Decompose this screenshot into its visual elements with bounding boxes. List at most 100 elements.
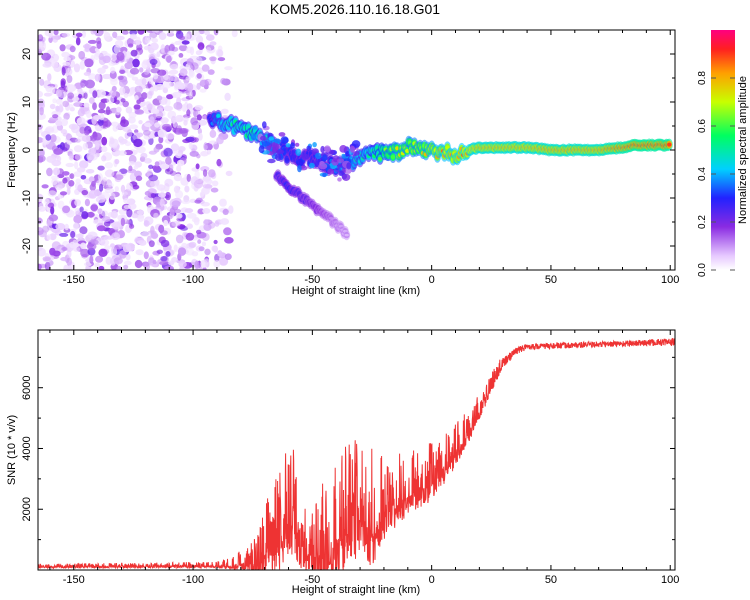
ridge-core bbox=[216, 113, 221, 118]
noise-speck bbox=[53, 148, 63, 155]
noise-speck bbox=[82, 142, 89, 151]
noise-speck bbox=[175, 213, 183, 219]
noise-speck bbox=[156, 51, 161, 58]
noise-speck bbox=[44, 198, 50, 205]
noise-speck bbox=[61, 32, 71, 38]
noise-speck bbox=[127, 129, 133, 138]
noise-speck bbox=[195, 50, 202, 56]
noise-speck bbox=[206, 47, 212, 53]
noise-speck bbox=[175, 152, 182, 159]
noise-speck bbox=[201, 64, 210, 72]
noise-speck bbox=[143, 251, 149, 260]
noise-speck bbox=[90, 147, 97, 154]
noise-speck bbox=[97, 173, 103, 182]
noise-speck bbox=[202, 267, 207, 270]
noise-speck bbox=[66, 75, 73, 83]
noise-speck bbox=[173, 185, 180, 194]
ridge-blob bbox=[315, 152, 322, 159]
noise-speck bbox=[119, 69, 126, 74]
noise-speck bbox=[127, 116, 136, 124]
noise-speck bbox=[144, 157, 150, 164]
noise-speck bbox=[82, 44, 92, 49]
noise-speck bbox=[191, 217, 200, 223]
noise-speck bbox=[203, 218, 209, 228]
noise-speck bbox=[160, 117, 169, 124]
noise-speck bbox=[111, 221, 122, 230]
noise-speck bbox=[96, 40, 102, 49]
noise-speck bbox=[143, 220, 150, 227]
noise-speck bbox=[210, 187, 219, 193]
snr-frame bbox=[37, 329, 676, 571]
noise-speck bbox=[55, 105, 60, 112]
noise-speck bbox=[60, 129, 68, 134]
noise-speck bbox=[73, 171, 83, 178]
noise-speck bbox=[194, 199, 202, 204]
noise-speck bbox=[42, 256, 51, 262]
noise-speck bbox=[124, 141, 132, 147]
noise-speck bbox=[123, 260, 132, 266]
noise-speck bbox=[88, 176, 95, 183]
x-tick-label: 0 bbox=[429, 274, 435, 286]
noise-speck bbox=[42, 62, 52, 68]
noise-speck bbox=[59, 44, 66, 52]
noise-speck bbox=[169, 30, 174, 35]
noise-speck bbox=[200, 259, 209, 268]
noise-speck bbox=[188, 90, 193, 99]
noise-speck bbox=[85, 79, 95, 89]
noise-speck bbox=[188, 241, 197, 248]
noise-speck bbox=[105, 256, 113, 265]
noise-speck bbox=[74, 199, 81, 207]
noise-speck bbox=[225, 170, 233, 177]
ridge-blob bbox=[327, 168, 335, 175]
noise-speck bbox=[94, 47, 99, 53]
ridge-blob bbox=[337, 177, 342, 182]
snr-y-axis: 2000 4000 6000 bbox=[21, 356, 675, 541]
noise-speck bbox=[38, 137, 44, 144]
noise-speck bbox=[116, 106, 121, 113]
noise-speck bbox=[167, 110, 177, 120]
ridge-blob bbox=[278, 132, 286, 137]
x-tick-label: 100 bbox=[661, 274, 679, 286]
noise-speck bbox=[133, 165, 139, 170]
noise-speck bbox=[144, 122, 153, 128]
noise-speck bbox=[135, 36, 141, 46]
noise-speck bbox=[222, 208, 229, 215]
y-tick-label: -20 bbox=[21, 238, 33, 254]
colorbar-scale bbox=[711, 30, 735, 270]
noise-speck bbox=[120, 217, 126, 227]
noise-speck bbox=[67, 264, 72, 270]
noise-speck bbox=[38, 90, 43, 98]
noise-speck bbox=[123, 93, 129, 98]
noise-speck bbox=[112, 124, 119, 132]
ridge-blob bbox=[341, 173, 351, 181]
noise-speck bbox=[110, 121, 119, 127]
noise-speck bbox=[53, 167, 60, 176]
noise-speck bbox=[158, 224, 165, 234]
noise-speck bbox=[122, 244, 132, 253]
noise-speck bbox=[122, 100, 129, 108]
ridge-blob bbox=[322, 172, 327, 178]
y-tick-label: 6000 bbox=[21, 375, 33, 399]
noise-speck bbox=[61, 118, 68, 127]
noise-speck bbox=[134, 95, 139, 101]
noise-speck bbox=[140, 231, 151, 237]
colorbar-tick-label: 0.0 bbox=[697, 263, 708, 277]
noise-speck bbox=[100, 210, 109, 217]
noise-speck bbox=[69, 241, 76, 249]
ridge-blob bbox=[295, 148, 302, 156]
noise-speck bbox=[213, 260, 221, 268]
noise-speck bbox=[171, 200, 181, 208]
ridge-blob bbox=[290, 154, 297, 159]
noise-speck bbox=[155, 83, 165, 91]
noise-speck bbox=[163, 73, 169, 81]
noise-speck bbox=[56, 155, 62, 162]
noise-speck bbox=[196, 82, 201, 90]
noise-speck bbox=[39, 107, 44, 116]
noise-speck bbox=[53, 63, 62, 73]
noise-speck bbox=[128, 165, 133, 172]
noise-speck bbox=[79, 206, 84, 213]
noise-speck bbox=[49, 233, 57, 241]
noise-speck bbox=[202, 208, 211, 214]
noise-speck bbox=[138, 120, 143, 125]
noise-speck bbox=[181, 199, 191, 205]
